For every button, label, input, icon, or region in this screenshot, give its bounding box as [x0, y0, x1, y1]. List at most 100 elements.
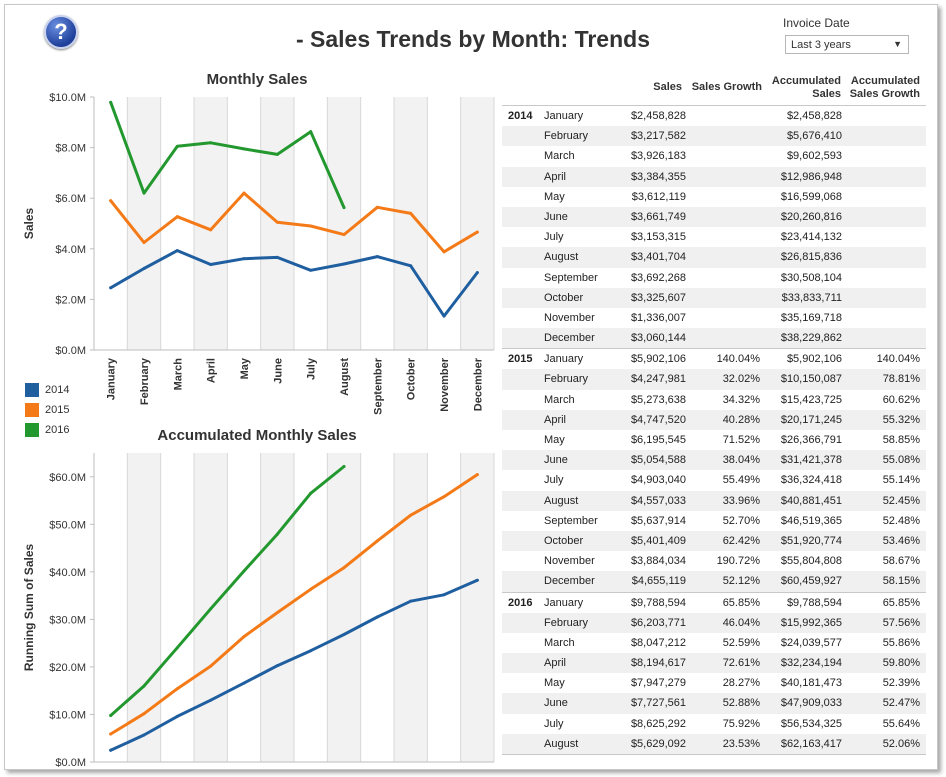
- table-row[interactable]: July $8,625,292 75.92% $56,534,325 55.64%: [502, 714, 926, 734]
- x-tick-label: October: [406, 357, 418, 400]
- table-row[interactable]: March $8,047,212 52.59% $24,039,577 55.86%: [502, 633, 926, 653]
- table-row[interactable]: February $3,217,582 $5,676,410: [502, 126, 926, 147]
- table-row[interactable]: May $6,195,545 71.52% $26,366,791 58.85%: [502, 430, 926, 450]
- month-cell: February: [544, 616, 589, 629]
- x-tick-label: March: [172, 358, 184, 391]
- table-row[interactable]: June $7,727,561 52.88% $47,909,033 52.47%: [502, 693, 926, 714]
- col-header-sales[interactable]: Sales: [653, 81, 682, 93]
- month-cell: October: [544, 534, 584, 547]
- table-row[interactable]: December $3,060,144 $38,229,862: [502, 328, 926, 349]
- accumulated-sales-chart: $0.0M $10.0M $20.0M $30.0M $40.0M $50.0M $60.0…: [22, 453, 495, 769]
- table-row[interactable]: August $3,401,704 $26,815,836: [502, 247, 926, 268]
- legend-label: 2015: [45, 404, 70, 416]
- monthly-sales-chart: $0.0M $2.0M $4.0M $6.0M $8.0M $10.0M Sales Janu…: [22, 92, 495, 415]
- table-row[interactable]: 2014 January $2,458,828 $2,458,828: [502, 105, 926, 126]
- data-point-2015: [175, 687, 179, 691]
- data-point-2014: [409, 264, 413, 268]
- y-tick-label: $10.0M: [49, 709, 86, 721]
- sales-cell: $6,203,771: [630, 616, 686, 629]
- data-point-2014: [275, 664, 279, 668]
- col-header-accumulated-growth-line1[interactable]: Accumulated: [850, 75, 920, 87]
- y-axis-title: Running Sum of Sales: [22, 544, 36, 672]
- y-tick-label: $8.0M: [55, 143, 86, 155]
- data-point-2014: [309, 649, 313, 653]
- data-point-2014: [242, 681, 246, 685]
- sales-growth-cell: 71.52%: [722, 434, 760, 446]
- table-row[interactable]: October $3,325,607 $33,833,711: [502, 287, 926, 308]
- data-point-2014: [442, 314, 446, 318]
- sales-growth-cell: 28.27%: [722, 677, 760, 690]
- col-header-sales-growth[interactable]: Sales Growth: [691, 81, 762, 93]
- table-row[interactable]: December $4,655,119 52.12% $60,459,927 58.15…: [502, 571, 926, 592]
- x-tick-label: January: [106, 357, 118, 400]
- data-point-2014: [209, 262, 213, 266]
- month-cell: December: [544, 332, 595, 345]
- invoice-date-dropdown[interactable]: Last 3 years ▼: [785, 35, 909, 54]
- column-band: [227, 453, 261, 762]
- data-point-2014: [109, 286, 113, 290]
- table-row[interactable]: February $6,203,771 46.04% $15,992,365 57.56…: [502, 612, 926, 633]
- table-row[interactable]: September $3,692,268 $30,508,104: [502, 268, 926, 288]
- table-row[interactable]: April $8,194,617 72.61% $32,234,194 59.80%: [502, 653, 926, 674]
- month-cell: October: [544, 291, 584, 304]
- table-row[interactable]: April $4,747,520 40.28% $20,171,245 55.32%: [502, 409, 926, 430]
- accumulated-sales-cell: $38,229,862: [780, 332, 842, 345]
- table-row[interactable]: August $4,557,033 33.96% $40,881,451 52.45%: [502, 490, 926, 511]
- accumulated-sales-title: Accumulated Monthly Sales: [157, 427, 357, 444]
- table-row[interactable]: September $5,637,914 52.70% $46,519,365 52.4…: [502, 511, 926, 531]
- column-band: [394, 97, 428, 350]
- month-cell: March: [544, 636, 575, 649]
- series-line-2016: [109, 100, 346, 210]
- col-header-accumulated-growth-line2[interactable]: Sales Growth: [849, 88, 920, 100]
- data-point-2014: [375, 615, 379, 619]
- month-cell: February: [544, 130, 589, 143]
- table-row[interactable]: May $3,612,119 $16,599,068: [502, 187, 926, 207]
- month-cell: January: [544, 110, 584, 122]
- table-row[interactable]: March $5,273,638 34.32% $15,423,725 60.62%: [502, 390, 926, 410]
- data-point-2015: [275, 220, 279, 224]
- table-row[interactable]: August $5,629,092 23.53% $62,163,417 52.06%: [502, 733, 926, 754]
- legend-item-2016[interactable]: 2016: [25, 420, 69, 440]
- accumulated-sales-cell: $5,676,410: [786, 130, 842, 143]
- data-point-2015: [309, 587, 313, 591]
- sales-cell: $9,788,594: [630, 596, 686, 609]
- table-row[interactable]: June $3,661,749 $20,260,816: [502, 206, 926, 228]
- sales-cell: $3,384,355: [630, 170, 686, 183]
- col-header-accumulated-sales-line2[interactable]: Sales: [812, 88, 841, 100]
- legend-item-2014[interactable]: 2014: [25, 380, 69, 400]
- accumulated-growth-cell: 58.85%: [882, 434, 920, 446]
- table-row[interactable]: March $3,926,183 $9,602,593: [502, 146, 926, 166]
- col-header-accumulated-sales-line1[interactable]: Accumulated: [771, 75, 841, 87]
- column-band: [127, 453, 161, 762]
- table-row[interactable]: May $7,947,279 28.27% $40,181,473 52.39%: [502, 673, 926, 693]
- accumulated-sales-cell: $62,163,417: [780, 737, 842, 750]
- column-band: [460, 97, 494, 350]
- accumulated-sales-cell: $60,459,927: [780, 575, 842, 588]
- data-point-2014: [209, 698, 213, 702]
- table-row[interactable]: 2016 January $9,788,594 65.85% $9,788,594 65.…: [502, 591, 926, 613]
- table-row[interactable]: June $5,054,588 38.04% $31,421,378 55.08%: [502, 450, 926, 471]
- table-row[interactable]: July $4,903,040 55.49% $36,324,418 55.14%: [502, 470, 926, 490]
- data-point-2014: [142, 733, 146, 737]
- data-point-2015: [209, 228, 213, 232]
- column-band: [427, 97, 461, 350]
- question-icon[interactable]: ?: [44, 15, 78, 49]
- table-row[interactable]: 2015 January $5,902,106 140.04% $5,902,106 14…: [502, 348, 926, 369]
- table-row[interactable]: July $3,153,315 $23,414,132: [502, 227, 926, 247]
- month-cell: November: [544, 311, 595, 324]
- accumulated-sales-cell: $20,260,816: [780, 210, 842, 223]
- x-tick-label: May: [239, 357, 251, 379]
- table-row[interactable]: April $3,384,355 $12,986,948: [502, 166, 926, 187]
- filter-label: Invoice Date: [783, 16, 850, 30]
- table-row[interactable]: November $3,884,034 190.72% $55,804,808 58.6…: [502, 551, 926, 571]
- table-row[interactable]: February $4,247,981 32.02% $10,150,087 78.81…: [502, 369, 926, 390]
- month-cell: May: [544, 190, 565, 203]
- table-row[interactable]: November $1,336,007 $35,169,718: [502, 308, 926, 328]
- column-band: [327, 97, 361, 350]
- year-cell: 2014: [508, 110, 533, 122]
- data-point-2016: [109, 713, 113, 717]
- sales-cell: $3,060,144: [630, 332, 686, 345]
- legend-item-2015[interactable]: 2015: [25, 400, 69, 420]
- accumulated-sales-cell: $15,992,365: [780, 616, 842, 629]
- table-row[interactable]: October $5,401,409 62.42% $51,920,774 53.46%: [502, 530, 926, 552]
